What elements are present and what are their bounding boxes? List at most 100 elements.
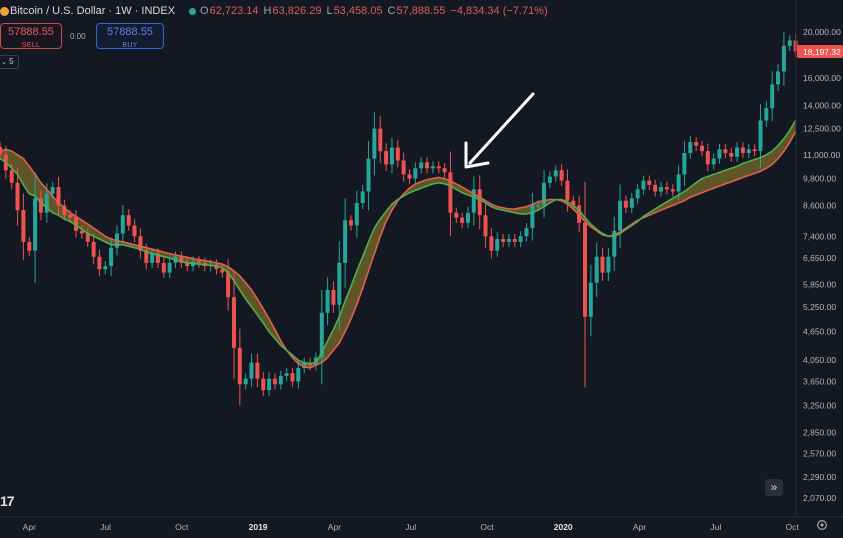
candle-body — [559, 170, 564, 181]
candle-body — [74, 217, 78, 231]
candle-body — [664, 187, 669, 190]
y-tick-label: 2,070.00 — [803, 493, 836, 503]
candle-body — [542, 182, 546, 206]
y-tick-label: 12,500.00 — [803, 124, 841, 134]
y-tick-label: 20,000.00 — [803, 27, 841, 37]
sell-button[interactable]: 57888.55 SELL — [0, 23, 62, 49]
candle-body — [360, 191, 365, 203]
x-tick-label: Oct — [480, 522, 494, 532]
x-tick-label: Jul — [100, 522, 111, 532]
candle-body — [144, 250, 149, 263]
candle-body — [495, 239, 500, 251]
candle-body — [594, 256, 599, 283]
candle-body — [477, 189, 482, 216]
y-tick-label: 6,650.00 — [803, 253, 836, 263]
candle-body — [331, 289, 336, 305]
candle-body — [33, 198, 38, 251]
candle-body — [196, 261, 201, 263]
y-tick-label: 3,250.00 — [803, 400, 836, 410]
market-status-dot — [189, 7, 197, 15]
candle-body — [700, 145, 704, 152]
candle-body — [68, 215, 73, 218]
candle-body — [676, 174, 681, 192]
candle-body — [694, 142, 699, 146]
sell-label: SELL — [21, 42, 41, 49]
candle-body — [641, 180, 646, 190]
candle-body — [489, 236, 494, 251]
candle-body — [740, 147, 745, 153]
candle-body — [395, 147, 400, 161]
candle-body — [536, 205, 541, 207]
candle-body — [161, 262, 166, 273]
candle-body — [688, 142, 693, 153]
candle-body — [705, 151, 710, 165]
price-axis[interactable]: 20,000.0018,000.0016,000.0014,000.0012,5… — [803, 27, 841, 503]
ohlc-open-label: O — [200, 5, 209, 17]
symbol-header: Bitcoin / U.S. Dollar · 1W · INDEX O 62,7… — [0, 5, 548, 17]
candle-body — [436, 166, 441, 169]
candle-body — [50, 187, 55, 194]
x-tick-label: 2019 — [249, 522, 268, 532]
moving-averages — [0, 120, 797, 369]
y-tick-label: 3,650.00 — [803, 377, 836, 387]
candle-body — [729, 153, 734, 157]
candle-body — [518, 236, 523, 242]
double-chevron-right-icon[interactable]: » — [765, 479, 783, 496]
candle-body — [746, 149, 751, 153]
candle-body — [27, 241, 32, 251]
candle-body — [150, 253, 155, 263]
candle-body — [62, 205, 67, 216]
ohlc-close-label: C — [387, 5, 396, 17]
candle-body — [325, 289, 330, 313]
candle-body — [372, 128, 377, 159]
slow-ma-line — [0, 131, 797, 369]
y-tick-label: 5,250.00 — [803, 302, 836, 312]
y-tick-label: 5,850.00 — [803, 280, 836, 290]
candle-body — [38, 198, 43, 213]
y-tick-label: 2,570.00 — [803, 449, 836, 459]
candle-body — [179, 256, 184, 263]
gear-icon[interactable] — [816, 519, 828, 531]
symbol-title[interactable]: Bitcoin / U.S. Dollar · 1W · INDEX — [10, 5, 176, 17]
y-tick-label: 2,850.00 — [803, 427, 836, 437]
candle-body — [366, 158, 371, 192]
candle-body — [629, 198, 634, 208]
candle-body — [407, 174, 412, 179]
candle-body — [296, 367, 301, 382]
candle-body — [337, 262, 342, 305]
candle-body — [466, 212, 470, 223]
candle-body — [138, 236, 143, 251]
buy-button[interactable]: 57888.55 BUY — [96, 23, 164, 49]
candle-body — [132, 225, 137, 237]
candle-body — [237, 347, 242, 385]
candle-body — [185, 262, 190, 267]
candle-body — [109, 247, 114, 267]
candle-body — [501, 239, 506, 242]
ohlc-high-value: 63,826.29 — [272, 5, 322, 17]
candle-body — [442, 168, 447, 173]
candle-body — [588, 282, 593, 317]
candle-body — [764, 108, 769, 121]
candle-body — [319, 312, 324, 358]
indicator-toggle[interactable]: ⌄ 5 — [0, 55, 19, 69]
candle-body — [56, 187, 61, 206]
candle-body — [635, 189, 640, 199]
ohlc-open-value: 62,723.14 — [209, 5, 259, 17]
candle-body — [272, 378, 277, 385]
arrow-icon — [464, 92, 535, 169]
y-tick-label: 2,290.00 — [803, 472, 836, 482]
candlesticks — [0, 31, 798, 406]
x-tick-label: Apr — [23, 522, 36, 532]
candle-body — [623, 200, 628, 208]
candle-body — [670, 189, 675, 192]
candle-body — [44, 193, 49, 213]
time-axis[interactable]: Apr Jul Oct 2019 Apr Jul Oct 2020 Apr Jul Oct — [23, 522, 800, 532]
candle-body — [343, 220, 348, 263]
candle-body — [460, 217, 465, 223]
candle-body — [167, 262, 172, 273]
ohlc-low-label: L — [326, 5, 333, 17]
watermark-logo: 17 — [0, 493, 15, 509]
interval-badge: 5 — [9, 57, 14, 66]
candle-body — [653, 184, 658, 192]
